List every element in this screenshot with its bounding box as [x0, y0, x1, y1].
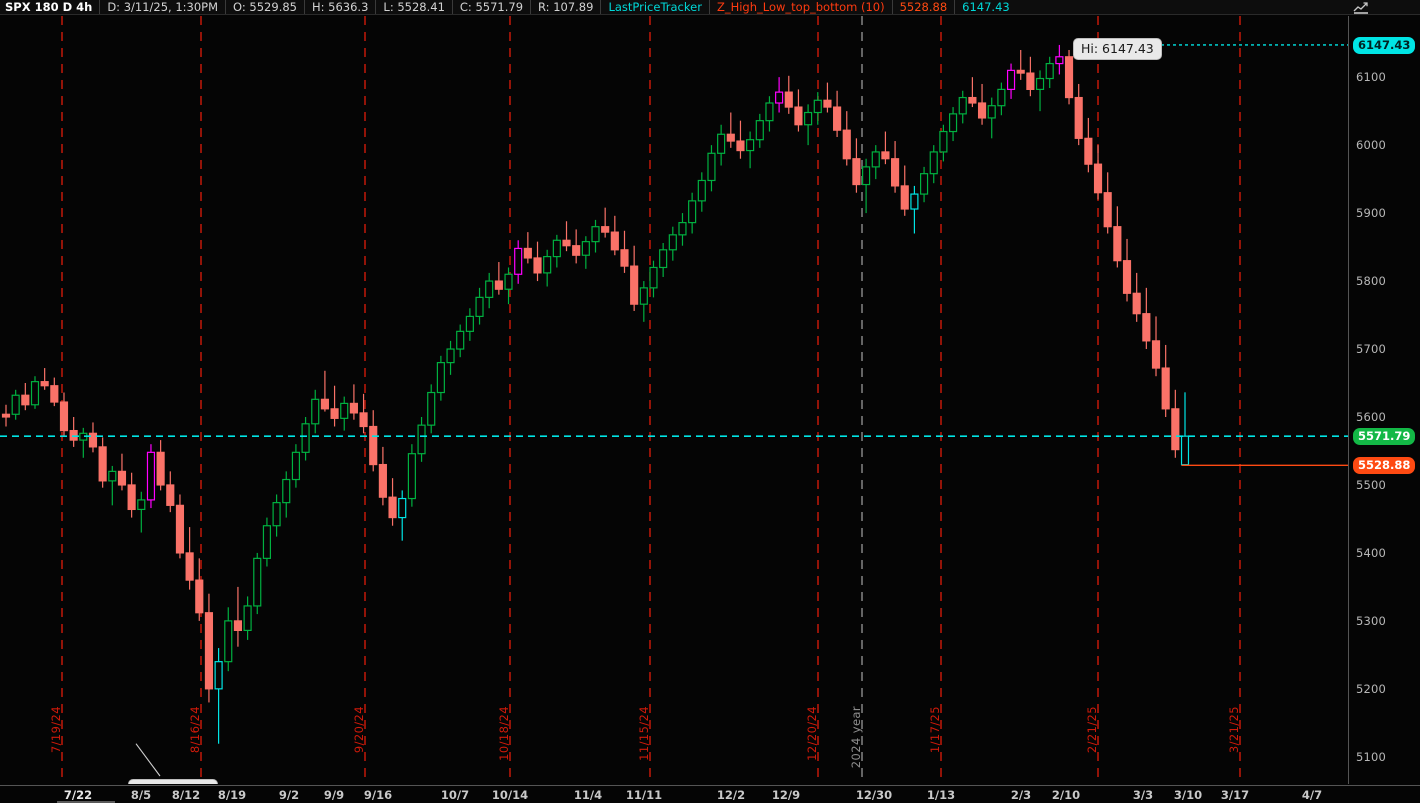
time-tick-label[interactable]: 7/22	[63, 788, 93, 802]
candlestick-canvas	[0, 16, 1348, 784]
price-tick-label: 5100	[1356, 749, 1387, 764]
price-tick-label: 5700	[1356, 342, 1387, 357]
high-readout: H: 5636.3	[305, 0, 377, 14]
time-tick-label[interactable]: 1/13	[926, 788, 956, 802]
time-tick-label[interactable]: 12/9	[771, 788, 801, 802]
open-readout: O: 5529.85	[226, 0, 305, 14]
trend-line-icon[interactable]	[1350, 0, 1372, 15]
date-readout: D: 3/11/25, 1:30PM	[100, 0, 227, 14]
study-high-value: 6147.43	[962, 0, 1010, 14]
vline-label: 12/20/24	[805, 706, 819, 761]
time-tick-label[interactable]: 8/5	[130, 788, 152, 802]
price-tick-label: 6100	[1356, 70, 1387, 85]
low-readout: L: 5528.41	[376, 0, 453, 14]
time-tick-label[interactable]: 11/4	[573, 788, 603, 802]
price-tick-label: 5300	[1356, 613, 1387, 628]
price-tick-label: 5500	[1356, 477, 1387, 492]
study-last-price-tracker[interactable]: LastPriceTracker	[601, 0, 710, 14]
time-tick-label[interactable]: 10/14	[491, 788, 529, 802]
price-tick-label: 5900	[1356, 206, 1387, 221]
vline-label: 9/20/24	[352, 706, 366, 754]
time-tick-selection-underline	[57, 801, 115, 803]
time-tick-label[interactable]: 9/9	[323, 788, 345, 802]
candle-series	[1, 44, 1190, 744]
time-tick-label[interactable]: 10/7	[440, 788, 470, 802]
time-tick-label[interactable]: 3/10	[1173, 788, 1203, 802]
time-axis[interactable]: 7/22 8/5 8/12 8/19 9/2 9/9 9/16 10/7 10/14 11/4 11…	[0, 785, 1420, 803]
time-tick-label[interactable]: 12/30	[855, 788, 893, 802]
vline-label: 8/16/24	[188, 706, 202, 754]
time-tick-label[interactable]: 8/19	[217, 788, 247, 802]
low-callout: Lo: 5119.26	[128, 779, 219, 784]
vertical-marker-lines	[61, 16, 1241, 784]
range-readout: R: 107.89	[531, 0, 602, 14]
vline-label: 11/15/24	[637, 706, 651, 761]
price-tag-cyan[interactable]: 6147.43	[1353, 36, 1416, 54]
high-callout: Hi: 6147.43	[1073, 38, 1162, 60]
price-tick-label: 5400	[1356, 545, 1387, 560]
symbol-label[interactable]: SPX 180 D 4h	[0, 0, 101, 14]
study-low-value: 5528.88	[893, 0, 956, 14]
price-tick-label: 6000	[1356, 138, 1387, 153]
close-readout: C: 5571.79	[453, 0, 532, 14]
time-tick-label[interactable]: 3/3	[1132, 788, 1154, 802]
vline-label: 2/21/25	[1085, 706, 1099, 754]
time-tick-label[interactable]: 4/7	[1301, 788, 1323, 802]
study-overlay-lines	[0, 44, 1348, 777]
time-tick-label[interactable]: 2/3	[1010, 788, 1032, 802]
chart-info-bar: SPX 180 D 4h D: 3/11/25, 1:30PM O: 5529.…	[0, 0, 1420, 15]
price-tag-green[interactable]: 5571.79	[1353, 428, 1416, 446]
time-tick-label[interactable]: 8/12	[171, 788, 201, 802]
vline-label: 3/21/25	[1227, 706, 1241, 754]
price-tick-label: 5200	[1356, 681, 1387, 696]
time-tick-label[interactable]: 9/16	[363, 788, 393, 802]
vline-label: 2024 year	[849, 706, 863, 769]
time-tick-label[interactable]: 9/2	[278, 788, 300, 802]
price-plot-area[interactable]: Hi: 6147.43 Lo: 5119.26 7/19/24 8/16/24 9/…	[0, 16, 1349, 784]
time-tick-label[interactable]: 2/10	[1051, 788, 1081, 802]
price-tick-label: 5800	[1356, 274, 1387, 289]
vline-label: 1/17/25	[928, 706, 942, 754]
price-tag-red[interactable]: 5528.88	[1353, 457, 1416, 475]
vline-label: 10/18/24	[497, 706, 511, 761]
time-tick-label[interactable]: 11/11	[625, 788, 663, 802]
time-tick-label[interactable]: 3/17	[1220, 788, 1250, 802]
price-tick-label: 5600	[1356, 409, 1387, 424]
price-axis[interactable]: 6100 6000 5900 5800 5700 5600 5500 5400 5300 5200…	[1350, 16, 1420, 784]
study-high-low-top-bottom[interactable]: Z_High_Low_top_bottom (10)	[710, 0, 893, 14]
time-tick-label[interactable]: 12/2	[716, 788, 746, 802]
vline-label: 7/19/24	[49, 706, 63, 754]
